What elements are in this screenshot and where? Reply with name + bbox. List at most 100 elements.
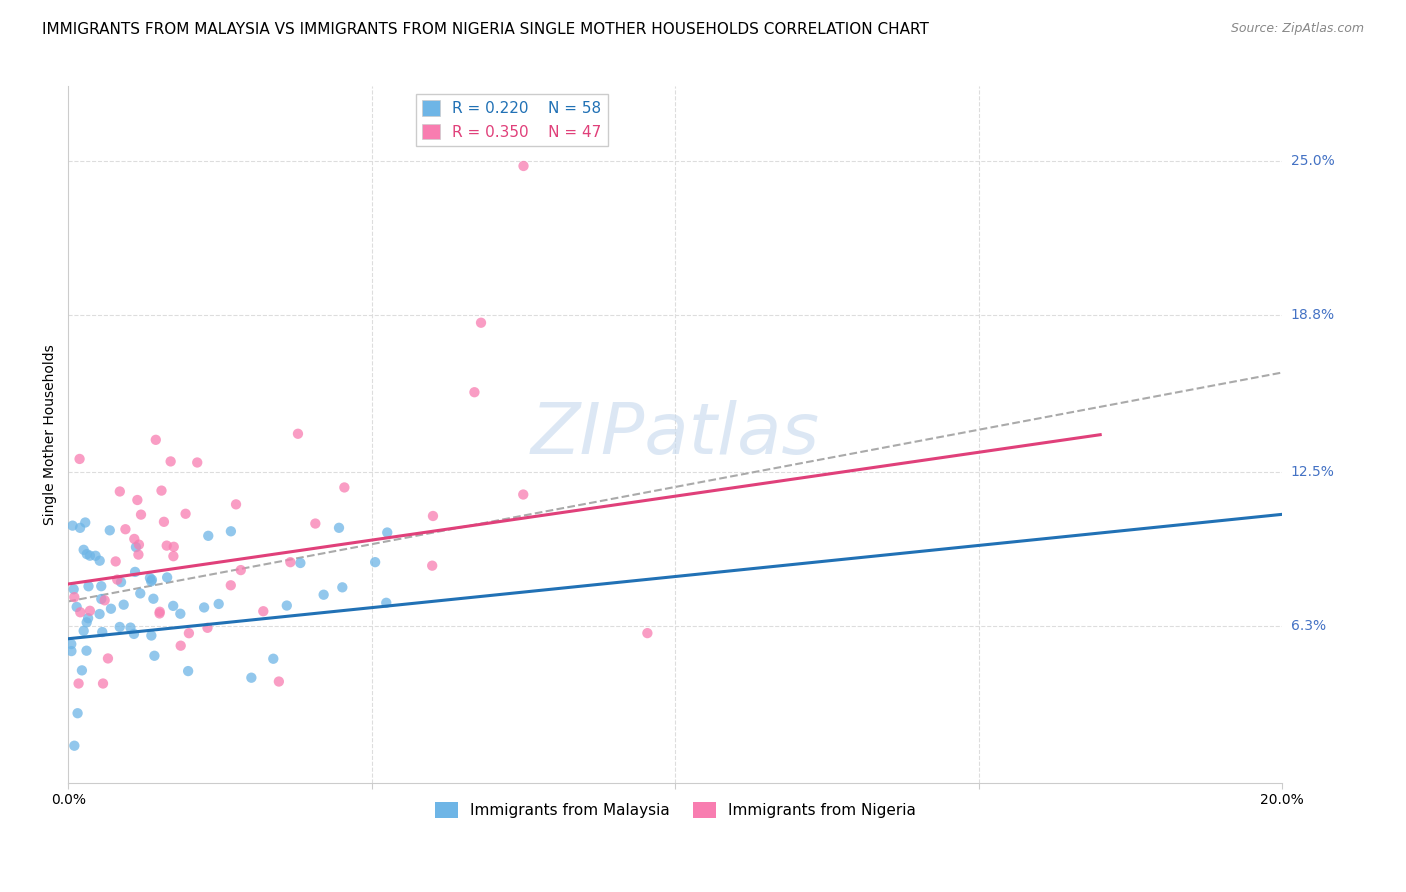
Point — [142, 591, 165, 606]
Point — [129, 508, 152, 522]
Point — [63, 739, 86, 753]
Point — [156, 570, 179, 584]
Point — [124, 532, 146, 546]
Point — [66, 599, 89, 614]
Text: ZIPatlas: ZIPatlas — [531, 401, 820, 469]
Point — [93, 593, 115, 607]
Point — [219, 578, 242, 592]
Point — [66, 706, 89, 721]
Point — [89, 554, 111, 568]
Point — [162, 599, 184, 613]
Point — [69, 452, 91, 467]
Point — [169, 607, 191, 621]
Point — [60, 637, 83, 651]
Point — [128, 538, 150, 552]
Point — [170, 639, 193, 653]
Point — [62, 582, 84, 597]
Point — [470, 316, 492, 330]
Text: 12.5%: 12.5% — [1291, 465, 1334, 479]
Point — [139, 571, 162, 585]
Point — [197, 529, 219, 543]
Point — [287, 426, 309, 441]
Point — [512, 487, 534, 501]
Point — [145, 433, 167, 447]
Y-axis label: Single Mother Households: Single Mother Households — [44, 344, 58, 525]
Point — [150, 483, 173, 498]
Point — [512, 159, 534, 173]
Point — [156, 539, 179, 553]
Point — [127, 493, 149, 508]
Point — [177, 664, 200, 678]
Point — [333, 480, 356, 494]
Point — [219, 524, 242, 539]
Point — [197, 621, 219, 635]
Point — [114, 522, 136, 536]
Point — [122, 627, 145, 641]
Point — [240, 671, 263, 685]
Legend: Immigrants from Malaysia, Immigrants from Nigeria: Immigrants from Malaysia, Immigrants fro… — [429, 796, 922, 824]
Point — [330, 580, 353, 594]
Point — [141, 574, 163, 589]
Point — [90, 579, 112, 593]
Point — [364, 555, 387, 569]
Point — [76, 547, 98, 561]
Point — [159, 454, 181, 468]
Text: IMMIGRANTS FROM MALAYSIA VS IMMIGRANTS FROM NIGERIA SINGLE MOTHER HOUSEHOLDS COR: IMMIGRANTS FROM MALAYSIA VS IMMIGRANTS F… — [42, 22, 929, 37]
Point — [79, 549, 101, 563]
Point — [148, 607, 170, 621]
Point — [60, 644, 83, 658]
Point — [174, 507, 197, 521]
Point — [69, 605, 91, 619]
Point — [304, 516, 326, 531]
Point — [73, 542, 96, 557]
Point — [290, 556, 312, 570]
Point — [208, 597, 231, 611]
Point — [177, 626, 200, 640]
Point — [75, 516, 97, 530]
Point — [276, 599, 298, 613]
Point — [129, 586, 152, 600]
Point — [90, 592, 112, 607]
Point — [108, 620, 131, 634]
Point — [186, 455, 208, 469]
Text: Source: ZipAtlas.com: Source: ZipAtlas.com — [1230, 22, 1364, 36]
Point — [73, 624, 96, 638]
Point — [375, 596, 398, 610]
Point — [420, 558, 443, 573]
Point — [62, 518, 84, 533]
Point — [105, 573, 128, 587]
Point — [422, 508, 444, 523]
Point — [84, 549, 107, 563]
Point — [76, 643, 98, 657]
Point — [229, 563, 252, 577]
Point — [110, 575, 132, 590]
Point — [163, 540, 186, 554]
Text: 6.3%: 6.3% — [1291, 619, 1326, 633]
Point — [143, 648, 166, 663]
Point — [104, 554, 127, 568]
Point — [328, 521, 350, 535]
Point — [77, 611, 100, 625]
Point — [141, 628, 163, 642]
Point — [262, 652, 284, 666]
Point — [97, 651, 120, 665]
Point — [125, 540, 148, 554]
Point — [63, 590, 86, 604]
Point — [70, 664, 93, 678]
Point — [124, 565, 146, 579]
Point — [280, 555, 302, 569]
Point — [225, 497, 247, 511]
Point — [112, 598, 135, 612]
Point — [98, 524, 121, 538]
Point — [127, 548, 149, 562]
Point — [91, 625, 114, 640]
Point — [463, 385, 485, 400]
Point — [141, 573, 163, 587]
Point — [149, 605, 172, 619]
Point — [636, 626, 658, 640]
Point — [375, 525, 398, 540]
Point — [77, 579, 100, 593]
Text: 25.0%: 25.0% — [1291, 154, 1334, 168]
Text: 18.8%: 18.8% — [1291, 309, 1334, 322]
Point — [89, 607, 111, 621]
